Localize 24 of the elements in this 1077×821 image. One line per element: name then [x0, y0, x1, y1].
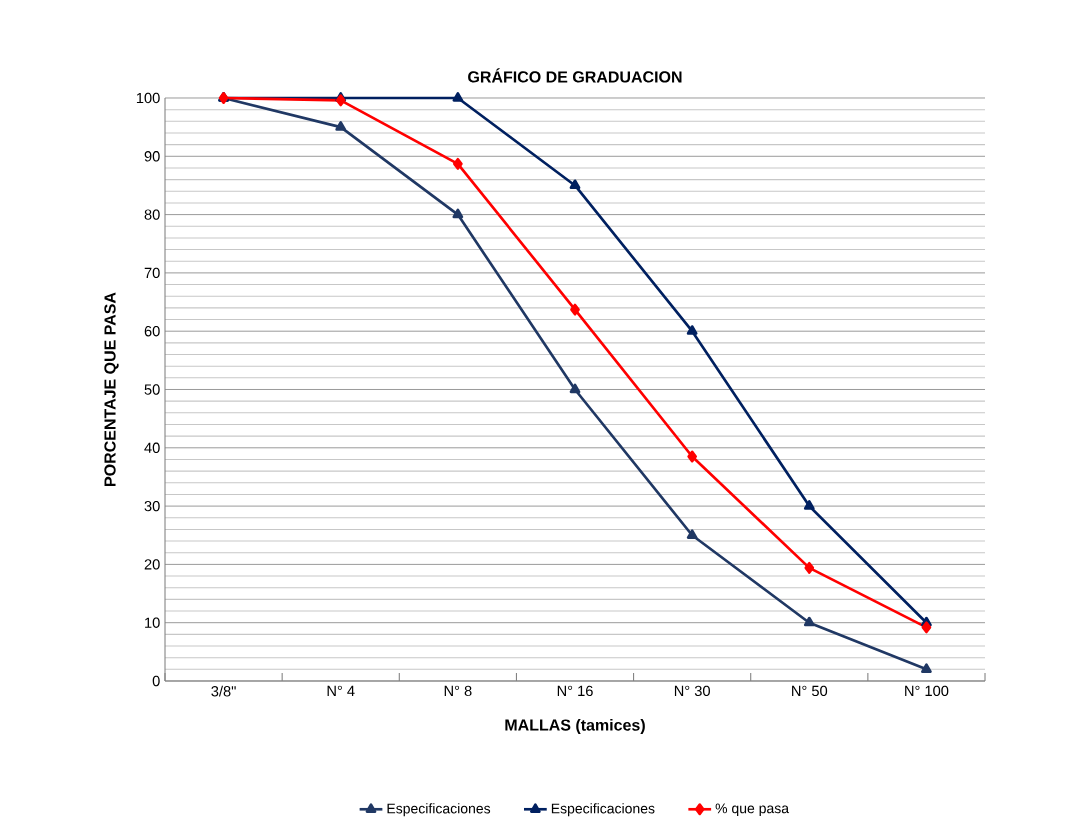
- y-tick-label: 90: [144, 151, 160, 162]
- y-axis-title: PORCENTAJE QUE PASA: [104, 292, 119, 487]
- y-tick-label: 0: [152, 675, 160, 687]
- y-tick-label: 100: [136, 92, 160, 104]
- legend-label: Especificaciones: [387, 803, 491, 817]
- legend-label: Especificaciones: [551, 803, 655, 817]
- x-axis-title: MALLAS (tamices): [505, 719, 645, 735]
- x-tick-label: N° 50: [792, 685, 828, 697]
- y-tick-label: 80: [144, 209, 160, 220]
- y-tick-label: 10: [145, 617, 160, 629]
- x-tick-label: N° 100: [905, 685, 949, 697]
- y-tick-label: 70: [144, 267, 160, 279]
- x-tick-label: N° 30: [674, 685, 710, 697]
- legend-label: % que pasa: [715, 803, 790, 817]
- x-tick-label: N° 8: [444, 685, 472, 697]
- x-tick-label: 3/8": [211, 685, 236, 697]
- x-tick-label: N° 16: [557, 685, 593, 697]
- y-tick-label: 50: [144, 384, 160, 395]
- y-tick-label: 30: [144, 501, 160, 512]
- chart-title: GRÁFICO DE GRADUACION: [468, 68, 682, 83]
- y-tick-label: 60: [144, 326, 160, 337]
- y-tick-label: 40: [144, 442, 160, 454]
- y-tick-label: 20: [144, 559, 160, 570]
- x-tick-label: N° 4: [327, 685, 355, 697]
